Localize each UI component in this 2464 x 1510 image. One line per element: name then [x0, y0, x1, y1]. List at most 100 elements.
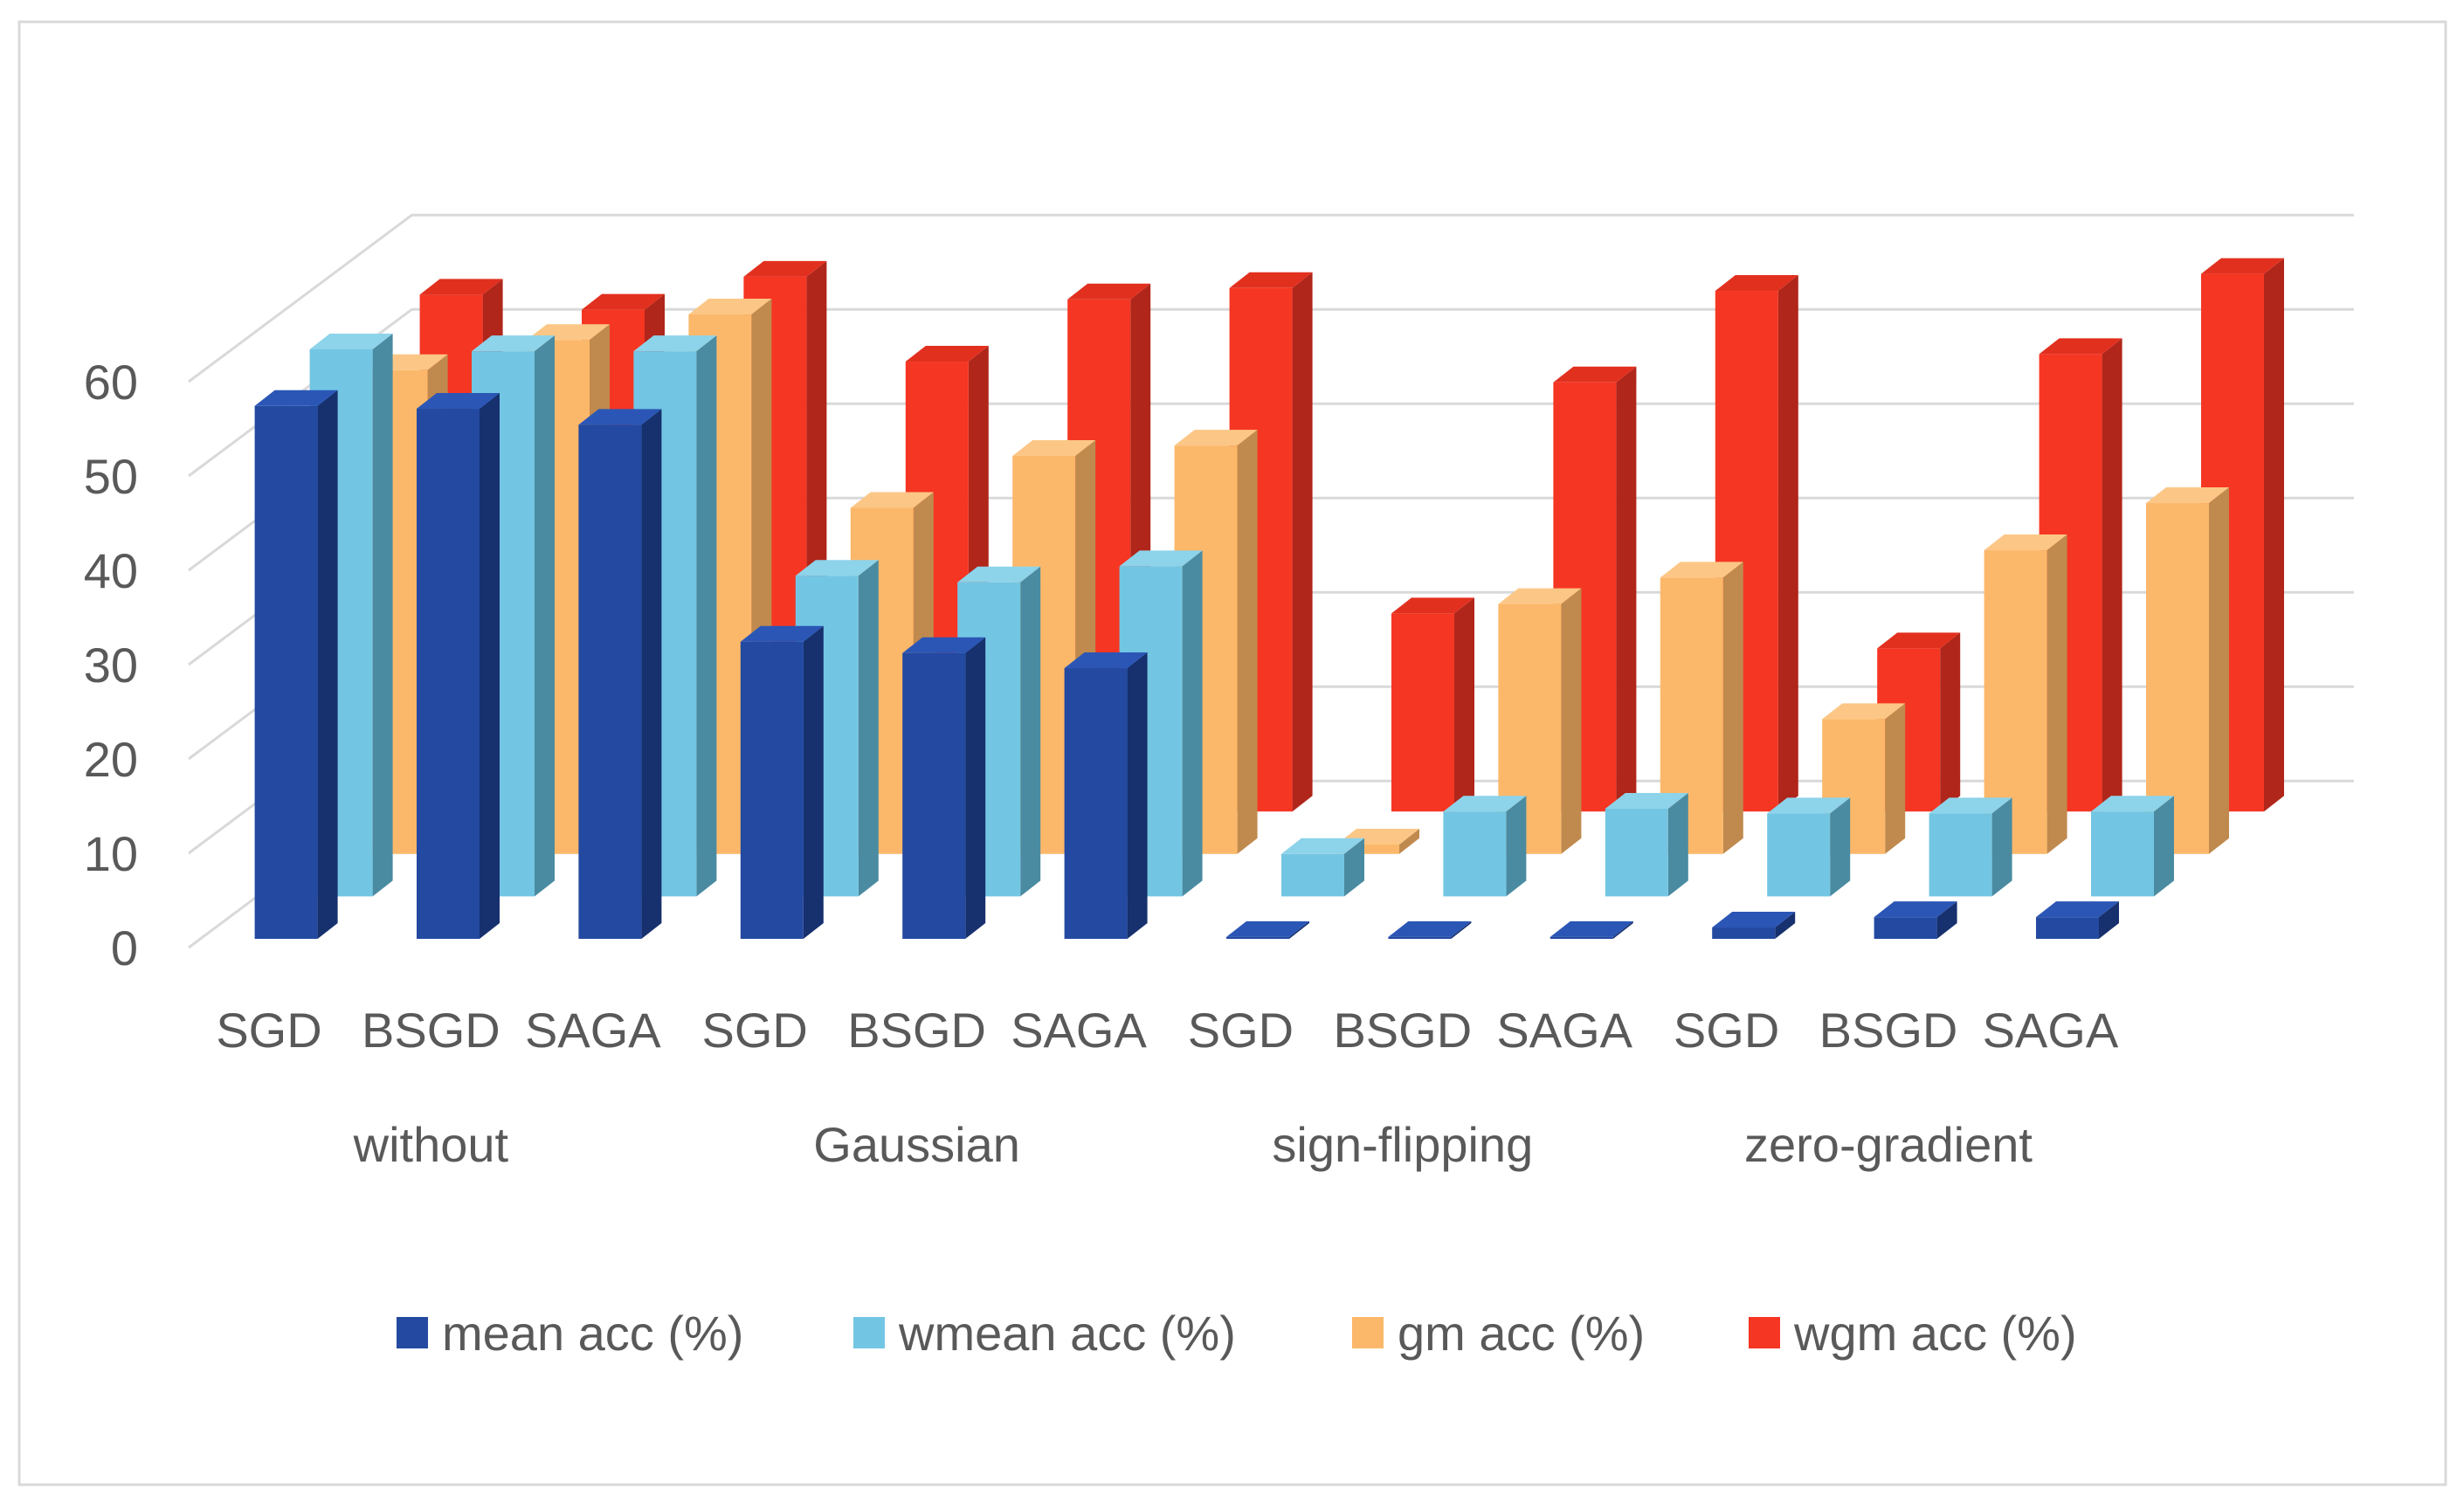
series-mean: [254, 390, 2119, 939]
bar-mean-sign-flipping-saga: [1549, 920, 1633, 939]
bar-side-face: [2209, 487, 2229, 854]
bar-top-face: [743, 260, 827, 277]
bar-front-face: [1388, 936, 1452, 939]
bar-top-face: [2201, 258, 2284, 274]
bar-top-face: [1064, 652, 1148, 669]
bar-top-face: [1549, 920, 1633, 937]
bar-wmean-sign-flipping-saga: [1605, 792, 1688, 897]
x-tick-label: SGD: [702, 1003, 808, 1058]
group-label: zero-gradient: [1744, 1117, 2033, 1172]
bar-side-face: [372, 334, 393, 897]
x-tick-label: SGD: [1674, 1003, 1779, 1058]
legend-label: wgm acc (%): [1793, 1306, 2077, 1361]
bar-front-face: [1391, 613, 1454, 812]
bar-front-face: [1712, 927, 1776, 939]
bar-side-face: [2102, 338, 2122, 812]
bar-front-face: [2091, 811, 2154, 897]
bar-side-face: [1344, 838, 1364, 897]
bar-gm-sign-flipping-bsgd: [1498, 588, 1582, 854]
bar-front-face: [1549, 936, 1613, 939]
x-tick-label: BSGD: [1333, 1003, 1472, 1058]
bar-front-face: [254, 405, 318, 939]
x-tick-label: SAGA: [525, 1003, 661, 1058]
bar-side-face: [1612, 920, 1633, 939]
bar-top-face: [254, 390, 338, 406]
bar-front-face: [1767, 813, 1831, 897]
bar-side-face: [1454, 597, 1474, 812]
legend-swatch: [853, 1317, 885, 1348]
x-tick-label: BSGD: [1819, 1003, 1958, 1058]
bar-side-face: [1399, 829, 1419, 854]
x-tick-label: SGD: [1188, 1003, 1294, 1058]
x-tick-label: BSGD: [362, 1003, 500, 1058]
bar-top-face: [1443, 796, 1527, 812]
bar-side-face: [1127, 652, 1148, 939]
bar-top-face: [740, 625, 824, 642]
bar-top-face: [1012, 440, 1096, 457]
bar-mean-zero-gradient-bsgd: [1874, 901, 1957, 939]
bar-mean-gaussian-sgd: [740, 625, 824, 939]
y-tick-label: 30: [84, 638, 138, 693]
bar-top-face: [905, 346, 989, 362]
legend-swatch: [397, 1317, 428, 1348]
y-tick-label: 0: [111, 920, 138, 976]
bar-front-face: [1281, 853, 1344, 897]
bar-top-face: [1391, 597, 1474, 614]
bar-wmean-zero-gradient-saga: [2091, 796, 2174, 897]
bar-side-face: [1020, 566, 1041, 897]
bar-top-face: [1388, 920, 1472, 937]
bar-top-face: [309, 334, 393, 349]
bar-side-face: [2046, 534, 2067, 854]
bar-front-face: [1605, 808, 1668, 897]
legend-item-gm: gm acc (%): [1352, 1306, 1645, 1361]
bar-front-face: [1226, 936, 1289, 939]
bar-gm-zero-gradient-saga: [2146, 487, 2229, 854]
bar-front-face: [1064, 668, 1128, 939]
bar-side-face: [1182, 550, 1203, 897]
bar-side-face: [1616, 366, 1637, 812]
bar-top-face: [1715, 275, 1798, 292]
bar-wgm-sign-flipping-saga: [1715, 275, 1798, 812]
bar-side-face: [1777, 275, 1798, 812]
y-tick-label: 60: [84, 355, 138, 410]
bar-side-face: [1940, 632, 1961, 812]
bar-top-face: [1822, 703, 1906, 720]
bar-side-face: [1667, 792, 1688, 897]
bar-front-face: [2036, 917, 2099, 939]
bar-side-face: [480, 393, 500, 939]
bar-top-face: [902, 637, 986, 653]
legend-label: mean acc (%): [442, 1306, 743, 1361]
bar-top-face: [1874, 901, 1957, 918]
bar-top-face: [2091, 796, 2174, 812]
bar-front-face: [417, 409, 480, 939]
bar-top-face: [1767, 797, 1851, 814]
bar-top-face: [1712, 912, 1796, 928]
bar-top-face: [795, 560, 879, 576]
bar-side-face: [1936, 901, 1957, 939]
bar-mean-gaussian-bsgd: [902, 637, 986, 939]
bar-top-face: [472, 335, 555, 352]
bar-top-face: [1229, 272, 1313, 288]
y-tick-label: 40: [84, 543, 138, 598]
bar-top-face: [1605, 792, 1688, 809]
legend-swatch: [1749, 1317, 1780, 1348]
bar-front-face: [1336, 845, 1399, 854]
bar-top-face: [1553, 366, 1637, 383]
legend-item-wgm: wgm acc (%): [1749, 1306, 2077, 1361]
bar-side-face: [1561, 588, 1582, 854]
bar-front-face: [578, 424, 642, 939]
bar-top-face: [417, 393, 500, 410]
bar-side-face: [1506, 796, 1527, 897]
bar-wgm-sign-flipping-sgd: [1391, 597, 1474, 812]
bar-side-face: [2264, 258, 2284, 812]
bar-side-face: [641, 409, 662, 939]
bar-top-face: [633, 335, 717, 352]
bar-mean-without-bsgd: [417, 393, 500, 939]
x-axis-labels: SGD BSGD SAGA SGD BSGD SAGA SGD BSGD SAGA SGD BSGD…: [216, 1003, 2119, 1172]
bar-side-face: [2099, 901, 2119, 939]
bar-side-face: [1830, 797, 1851, 897]
bar-side-face: [696, 335, 717, 897]
bar-top-face: [2146, 487, 2229, 504]
bar-top-face: [578, 409, 662, 425]
